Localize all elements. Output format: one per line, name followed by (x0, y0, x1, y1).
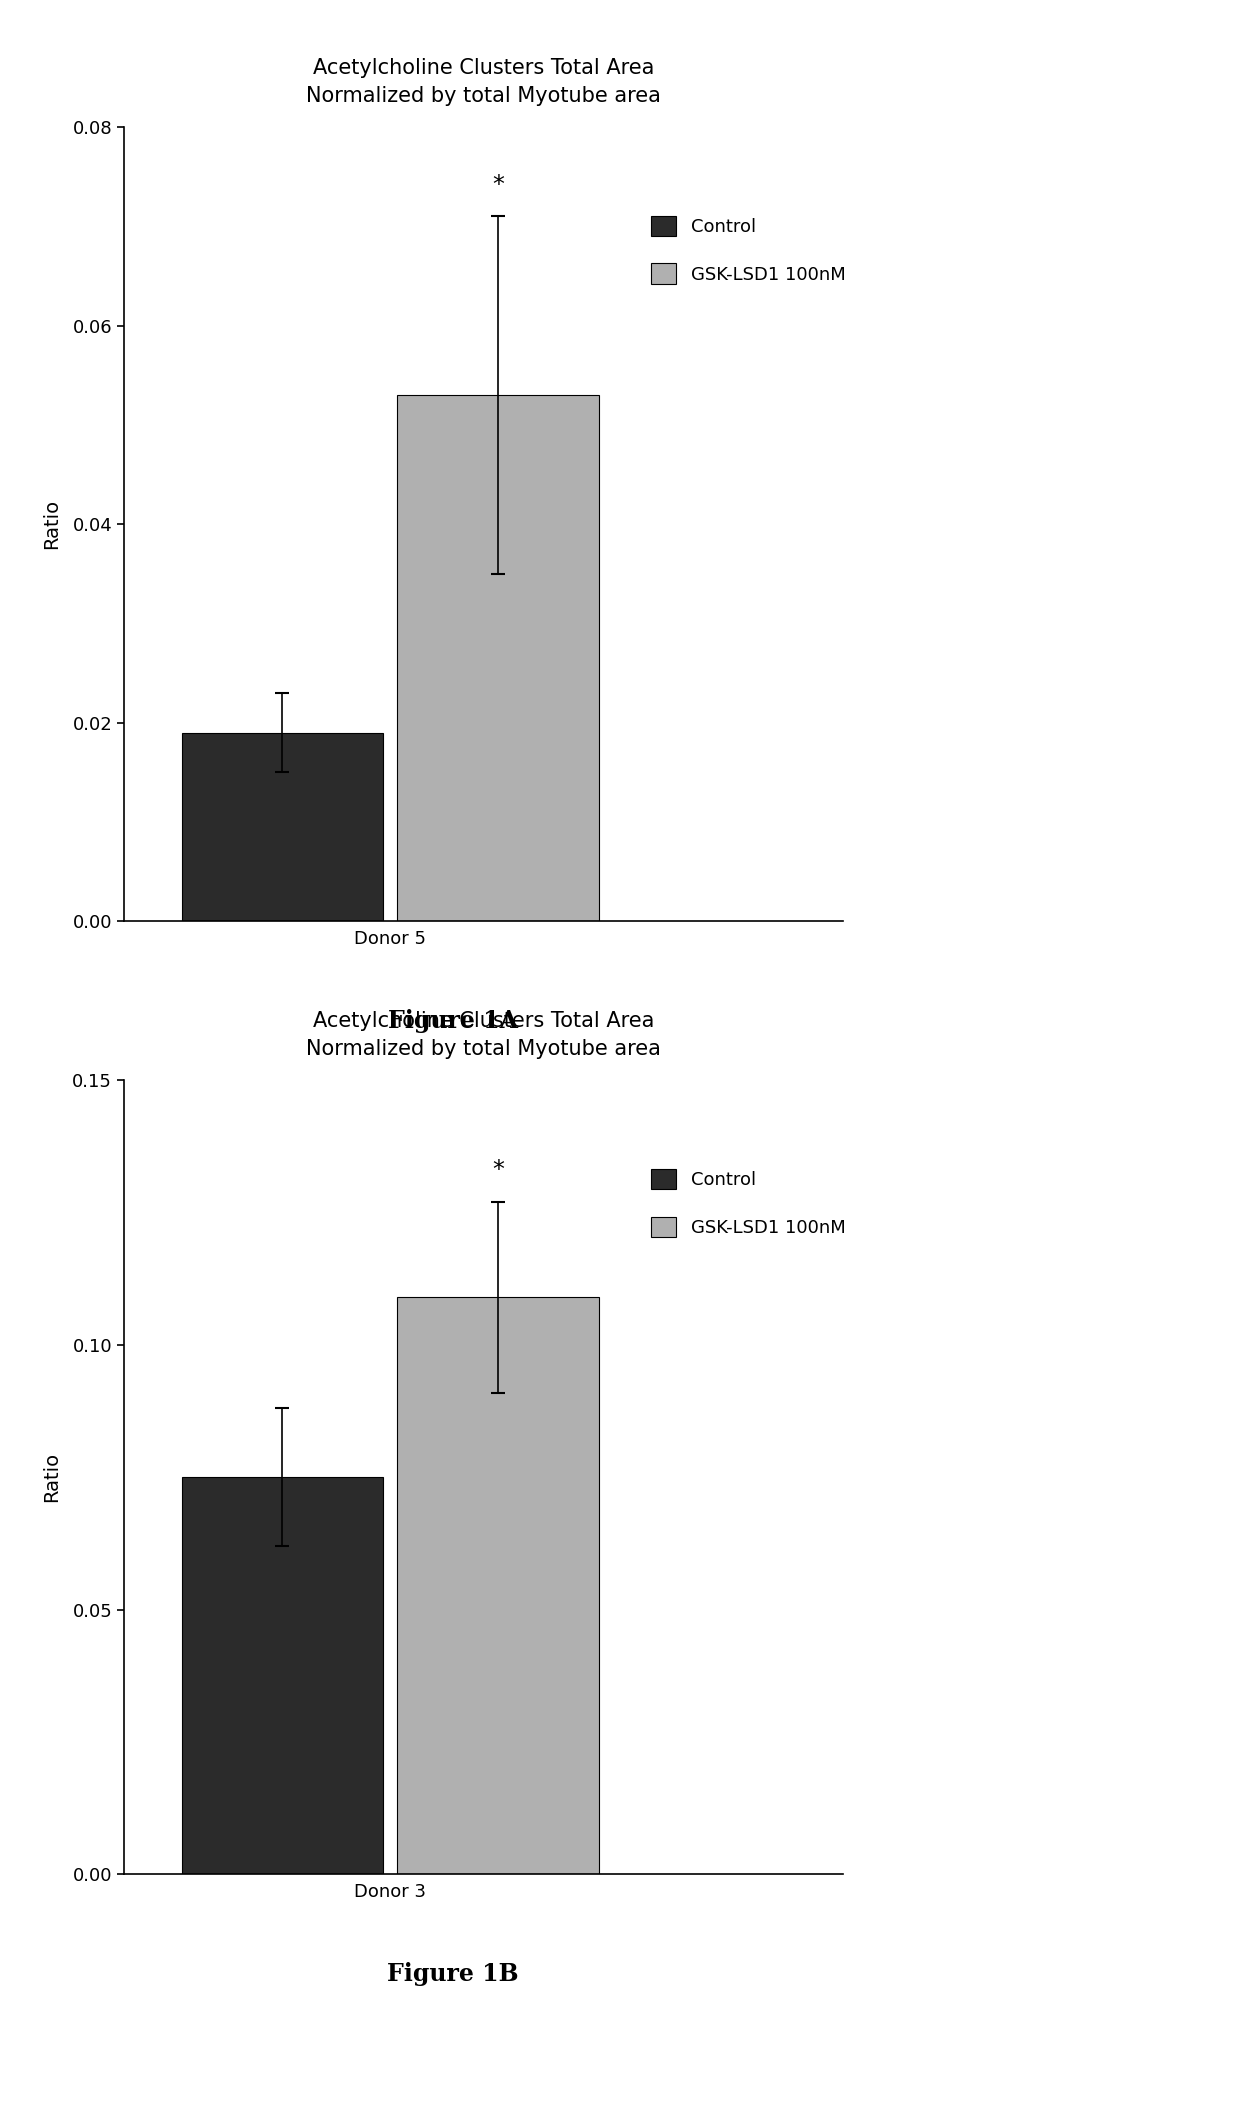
Text: Figure 1A: Figure 1A (388, 1008, 517, 1034)
Legend: Control, GSK-LSD1 100nM: Control, GSK-LSD1 100nM (651, 216, 846, 284)
Legend: Control, GSK-LSD1 100nM: Control, GSK-LSD1 100nM (651, 1169, 846, 1237)
Text: Figure 1B: Figure 1B (387, 1961, 518, 1987)
Bar (181, 1478, 383, 1874)
Bar (397, 396, 599, 921)
Y-axis label: Ratio: Ratio (42, 1453, 61, 1502)
Y-axis label: Ratio: Ratio (42, 500, 61, 549)
Text: *: * (492, 172, 503, 197)
Title: Acetylcholine Clusters Total Area
Normalized by total Myotube area: Acetylcholine Clusters Total Area Normal… (306, 1010, 661, 1059)
Title: Acetylcholine Clusters Total Area
Normalized by total Myotube area: Acetylcholine Clusters Total Area Normal… (306, 57, 661, 106)
Bar (181, 733, 383, 921)
Text: *: * (492, 1159, 503, 1182)
Bar (397, 1296, 599, 1874)
